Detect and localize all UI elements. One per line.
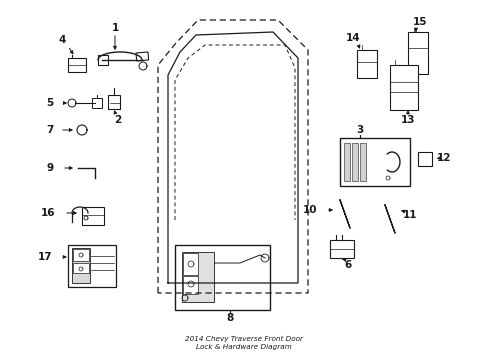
Bar <box>175 245 269 310</box>
Text: 16: 16 <box>41 208 55 218</box>
Bar <box>73 249 89 261</box>
Bar <box>183 253 198 275</box>
Bar <box>72 248 90 283</box>
Bar <box>82 207 104 225</box>
Bar <box>92 98 102 108</box>
Bar <box>68 245 116 287</box>
Text: 15: 15 <box>412 17 427 27</box>
Text: 10: 10 <box>302 205 317 215</box>
Text: 9: 9 <box>46 163 54 173</box>
Bar <box>73 263 89 273</box>
Bar <box>339 138 409 186</box>
Text: 6: 6 <box>344 260 351 270</box>
Bar <box>182 252 214 302</box>
Text: 5: 5 <box>46 98 54 108</box>
Text: 1: 1 <box>111 23 119 33</box>
Text: 13: 13 <box>400 115 414 125</box>
Text: 14: 14 <box>345 33 360 43</box>
Bar <box>356 50 376 78</box>
Bar <box>407 32 427 74</box>
Bar <box>183 276 198 294</box>
Bar <box>329 240 353 258</box>
Bar <box>98 55 108 65</box>
Bar <box>136 52 148 61</box>
Bar <box>359 143 365 181</box>
Text: 2014 Chevy Traverse Front Door
Lock & Hardware Diagram: 2014 Chevy Traverse Front Door Lock & Ha… <box>184 336 303 350</box>
Text: 12: 12 <box>436 153 450 163</box>
Text: 8: 8 <box>226 313 233 323</box>
Text: 3: 3 <box>356 125 363 135</box>
Bar <box>351 143 357 181</box>
Text: 2: 2 <box>114 115 122 125</box>
Bar <box>417 152 431 166</box>
Bar <box>389 65 417 110</box>
Text: 17: 17 <box>38 252 52 262</box>
Bar <box>68 58 86 72</box>
Text: 7: 7 <box>46 125 54 135</box>
Bar <box>108 95 120 109</box>
Bar <box>343 143 349 181</box>
Text: 11: 11 <box>402 210 416 220</box>
Text: 4: 4 <box>58 35 65 45</box>
